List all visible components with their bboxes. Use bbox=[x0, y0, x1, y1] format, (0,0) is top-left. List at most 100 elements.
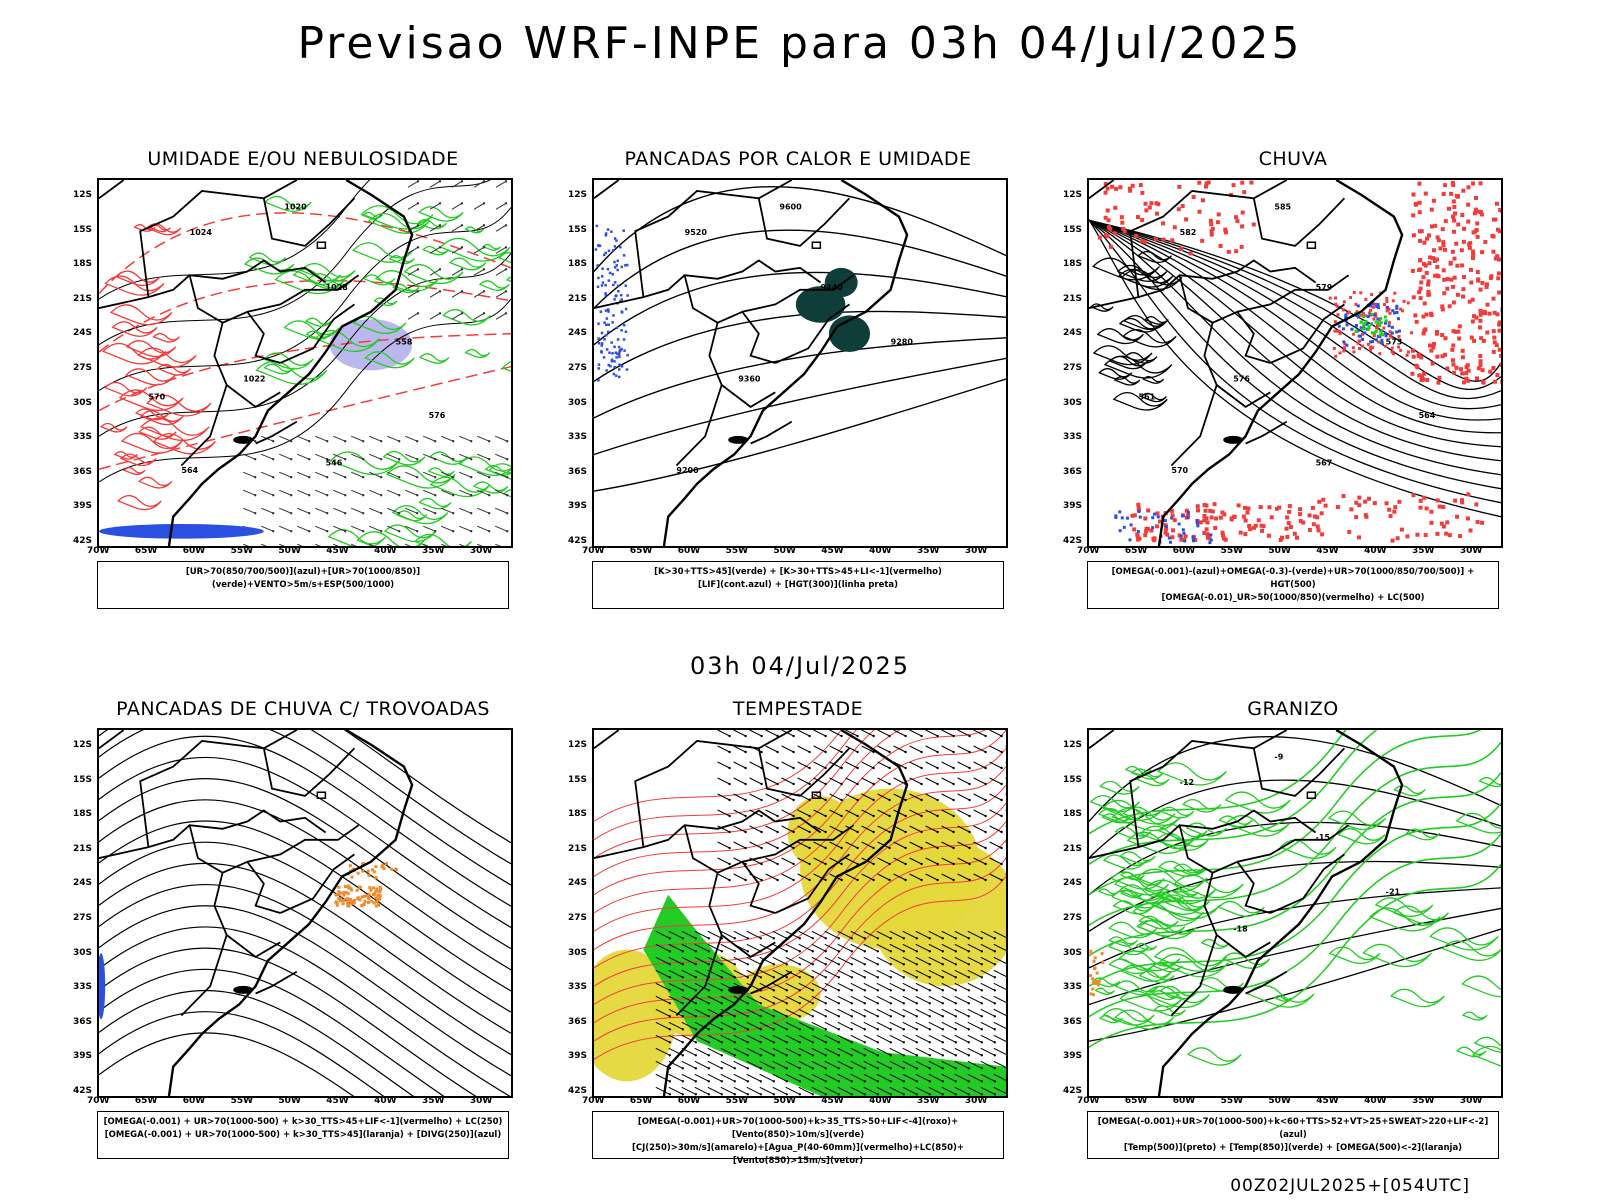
contour-label: 1022 bbox=[243, 374, 265, 383]
map-svg: 585 582 579 576 573 570 567 564 561 bbox=[1089, 180, 1501, 546]
legend-line: [UR>70(850/700/500)](azul)+[UR>70(1000/8… bbox=[185, 567, 421, 590]
contour-label: 570 bbox=[1171, 466, 1188, 475]
latitude-tick-label: 39S bbox=[1063, 501, 1083, 512]
longitude-tick-label: 50W bbox=[1268, 1096, 1291, 1106]
latitude-tick-label: 39S bbox=[568, 501, 588, 512]
latitude-tick-label: 12S bbox=[1063, 740, 1083, 750]
latitude-tick-label: 21S bbox=[73, 293, 93, 304]
longitude-tick-label: 35W bbox=[422, 546, 445, 556]
contour-label: 9360 bbox=[738, 374, 761, 383]
contour-label: 558 bbox=[396, 338, 413, 347]
latitude-tick-label: 15S bbox=[568, 774, 588, 785]
latitude-tick-label: 21S bbox=[1063, 843, 1083, 854]
contour-label: 564 bbox=[1419, 411, 1436, 420]
panel-legend: [OMEGA(-0.001)-(azul)+OMEGA(-0.3)-(verde… bbox=[1087, 561, 1499, 609]
longitude-tick-label: 70W bbox=[87, 546, 110, 556]
contour-label: 9520 bbox=[685, 228, 708, 237]
legend-line: [OMEGA(-0.001)+UR>70(1000-500)+k<60+TTS>… bbox=[1097, 1117, 1489, 1140]
latitude-tick-label: 24S bbox=[73, 328, 93, 339]
legend-line: [LIF](cont.azul) + [HGT(300)](linha pret… bbox=[697, 580, 899, 590]
latitude-tick-label: 18S bbox=[1063, 259, 1083, 270]
latitude-tick-label: 39S bbox=[73, 1051, 93, 1062]
longitude-tick-label: 70W bbox=[582, 1096, 605, 1106]
contour-label: 585 bbox=[1274, 202, 1291, 211]
latitude-tick-label: 24S bbox=[1063, 878, 1083, 889]
latitude-tick-label: 39S bbox=[568, 1051, 588, 1062]
forecast-time-subtitle: 03h 04/Jul/2025 bbox=[689, 652, 911, 680]
longitude-tick-label: 55W bbox=[230, 1096, 254, 1106]
contour-label: 564 bbox=[181, 466, 198, 475]
latitude-tick-label: 30S bbox=[568, 397, 588, 408]
longitude-tick-label: 65W bbox=[1124, 546, 1148, 556]
longitude-tick-label: 35W bbox=[917, 1096, 940, 1106]
latitude-tick-label: 33S bbox=[73, 982, 93, 993]
latitude-tick-label: 24S bbox=[73, 878, 93, 889]
longitude-tick-label: 50W bbox=[773, 1096, 796, 1106]
panel-legend: [UR>70(850/700/500)](azul)+[UR>70(1000/8… bbox=[97, 561, 509, 609]
longitude-tick-label: 40W bbox=[374, 546, 397, 556]
latitude-tick-label: 33S bbox=[568, 982, 588, 993]
map-plot-area: 585 582 579 576 573 570 567 564 561 bbox=[1087, 178, 1503, 548]
longitude-tick-label: 60W bbox=[182, 546, 206, 556]
latitude-tick-label: 39S bbox=[73, 501, 93, 512]
latitude-tick-label: 42S bbox=[568, 536, 588, 546]
contour-label: 1028 bbox=[326, 283, 349, 292]
longitude-tick-label: 30W bbox=[1459, 1096, 1483, 1106]
contour-label: 9440 bbox=[821, 283, 844, 292]
longitude-tick-label: 60W bbox=[1172, 546, 1196, 556]
latitude-tick-label: 15S bbox=[1063, 774, 1083, 785]
longitude-tick-label: 50W bbox=[773, 546, 796, 556]
latitude-tick-label: 30S bbox=[568, 947, 588, 958]
longitude-tick-label: 55W bbox=[1220, 546, 1244, 556]
longitude-tick-label: 45W bbox=[1316, 1096, 1339, 1106]
latitude-tick-label: 27S bbox=[1063, 363, 1083, 373]
latitude-tick-label: 36S bbox=[568, 466, 588, 477]
longitude-tick-label: 45W bbox=[326, 546, 349, 556]
contour-label: 582 bbox=[1180, 228, 1197, 237]
contour-label: 9280 bbox=[891, 338, 914, 347]
longitude-tick-label: 55W bbox=[725, 1096, 749, 1106]
longitude-tick-label: 30W bbox=[469, 546, 493, 556]
longitude-tick-label: 40W bbox=[1364, 546, 1387, 556]
latitude-tick-label: 15S bbox=[568, 224, 588, 235]
panel-legend: [OMEGA(-0.001)+UR>70(1000-500)+k<60+TTS>… bbox=[1087, 1111, 1499, 1159]
latitude-tick-label: 24S bbox=[568, 878, 588, 889]
latitude-tick-label: 27S bbox=[73, 913, 93, 923]
panel-title: PANCADAS POR CALOR E UMIDADE bbox=[624, 148, 972, 170]
legend-line: [K>30+TTS>45](verde) + [K>30+TTS>45+LI<-… bbox=[654, 567, 942, 577]
longitude-tick-label: 70W bbox=[582, 546, 605, 556]
latitude-tick-label: 15S bbox=[1063, 224, 1083, 235]
longitude-tick-label: 40W bbox=[869, 1096, 892, 1106]
longitude-tick-label: 55W bbox=[1220, 1096, 1244, 1106]
longitude-tick-label: 70W bbox=[1077, 546, 1100, 556]
latitude-tick-label: 15S bbox=[73, 774, 93, 785]
latitude-tick-label: 21S bbox=[568, 293, 588, 304]
legend-line: [OMEGA(-0.01)_UR>50(1000/850)(vermelho) … bbox=[1161, 593, 1425, 603]
latitude-tick-label: 36S bbox=[1063, 466, 1083, 477]
latitude-tick-label: 39S bbox=[1063, 1051, 1083, 1062]
latitude-tick-label: 42S bbox=[1063, 1086, 1083, 1096]
latitude-tick-label: 27S bbox=[568, 913, 588, 923]
longitude-tick-label: 70W bbox=[87, 1096, 110, 1106]
longitude-tick-label: 35W bbox=[422, 1096, 445, 1106]
longitude-tick-label: 45W bbox=[821, 546, 844, 556]
panel-title: GRANIZO bbox=[1247, 698, 1339, 720]
longitude-tick-label: 55W bbox=[725, 546, 749, 556]
legend-line: [OMEGA(-0.001)-(azul)+OMEGA(-0.3)-(verde… bbox=[1111, 567, 1475, 590]
latitude-tick-label: 18S bbox=[568, 809, 588, 820]
latitude-tick-label: 33S bbox=[568, 432, 588, 443]
page-title: Previsao WRF-INPE para 03h 04/Jul/2025 bbox=[297, 18, 1303, 69]
latitude-tick-label: 30S bbox=[73, 397, 93, 408]
legend-line: [CJ(250)>30m/s](amarelo)+[Agua_P(40-60mm… bbox=[631, 1143, 965, 1166]
latitude-tick-label: 42S bbox=[1063, 536, 1083, 546]
longitude-tick-label: 55W bbox=[230, 546, 254, 556]
contour-label: 561 bbox=[1138, 393, 1155, 402]
latitude-tick-label: 18S bbox=[1063, 809, 1083, 820]
longitude-tick-label: 50W bbox=[278, 1096, 301, 1106]
contour-label: 570 bbox=[148, 393, 165, 402]
longitude-tick-label: 65W bbox=[1124, 1096, 1148, 1106]
latitude-tick-label: 12S bbox=[568, 190, 588, 200]
longitude-tick-label: 45W bbox=[1316, 546, 1339, 556]
contour-label: 567 bbox=[1316, 458, 1333, 467]
latitude-tick-label: 18S bbox=[73, 259, 93, 270]
